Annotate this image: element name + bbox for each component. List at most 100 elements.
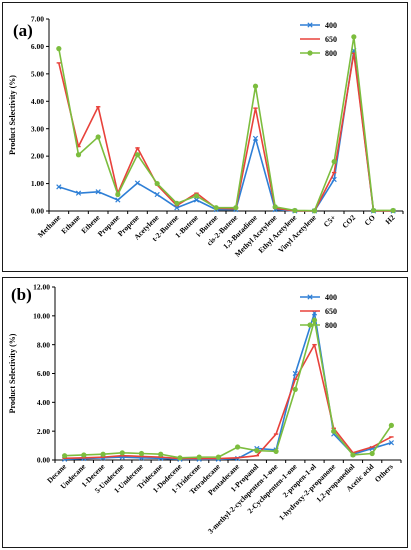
chart-b-series-800-point	[254, 448, 260, 454]
chart-panel-b: (b) Product Selectivity (%) 0.00 2.00 4.00 6.…	[2, 277, 408, 548]
chart-a-series-400-point	[75, 190, 82, 196]
chart-b-series-800-point	[100, 451, 106, 457]
chart-b-ytick-label: 6.00	[37, 369, 50, 378]
chart-a-series-400-point	[134, 180, 141, 186]
chart-a-series-800-point	[252, 83, 259, 89]
chart-a-category-label: C5+	[322, 213, 338, 229]
chart-b-series-800-point	[158, 451, 164, 457]
chart-a-category-label: CO2	[340, 213, 357, 230]
chart-a-series-400-point	[115, 197, 121, 203]
chart-panel-a: (a) Product Selectivity (%) 0.00 1.00 2.00 3.…	[2, 2, 408, 272]
chart-b-ytick-label: 10.00	[33, 311, 50, 320]
chart-b-legend-marker	[307, 294, 313, 300]
chart-a-series-400-point	[154, 191, 160, 198]
chart-b-legend-marker	[307, 322, 313, 328]
marker-stroke	[95, 189, 101, 195]
chart-b-series-800-point	[350, 452, 356, 458]
chart-b-y-axis-title: Product Selectivity (%)	[8, 333, 17, 413]
marker-stroke	[134, 180, 141, 186]
chart-a-legend-label-400: 400	[325, 21, 337, 30]
chart-a-svg: (a) Product Selectivity (%) 0.00 1.00 2.00 3.…	[8, 15, 404, 259]
chart-b-series-800-point	[81, 452, 87, 458]
chart-b-series-800-point	[196, 454, 202, 460]
chart-a-series-400-point	[56, 184, 62, 190]
chart-b-legend-label-400: 400	[325, 293, 337, 302]
chart-a-series-400-point	[331, 176, 337, 183]
chart-b-series-400-point	[388, 440, 395, 446]
chart-a-series-800-point	[75, 152, 82, 158]
marker-stroke	[331, 176, 337, 183]
chart-a-legend-label-650: 650	[325, 35, 337, 44]
chart-b-legend-label-650: 650	[325, 307, 337, 316]
marker-stroke	[154, 191, 160, 198]
chart-b-series-650-line	[64, 343, 392, 460]
chart-a-ytick-label: 4.00	[31, 97, 44, 106]
chart-a-series-400-point	[252, 135, 259, 141]
marker-stroke	[75, 190, 82, 196]
chart-a-ytick-label: 6.00	[31, 42, 44, 51]
chart-a-series-800-point	[213, 205, 219, 211]
chart-a-series-800-point	[331, 159, 337, 165]
chart-a-series-800-point	[351, 34, 357, 40]
chart-b-series-800-point	[292, 386, 298, 392]
marker-stroke	[292, 370, 298, 377]
chart-b-series-800-point	[62, 453, 68, 459]
chart-a-series-400-point	[193, 197, 200, 203]
chart-a-ytick-label: 3.00	[31, 124, 44, 133]
chart-a-ytick-label: 0.00	[31, 207, 44, 216]
chart-b-series-800-point	[235, 444, 241, 450]
chart-a-series-800-point	[95, 134, 101, 140]
chart-b-legend-label-800: 800	[325, 321, 337, 330]
chart-b-panel-label: (b)	[11, 285, 32, 304]
chart-b-series-800-point	[273, 448, 279, 454]
chart-a-panel-label: (a)	[13, 21, 33, 40]
chart-b-series-800-line	[64, 319, 393, 459]
marker-stroke	[56, 184, 62, 190]
chart-b-series-800-point	[215, 454, 221, 460]
chart-a-series-800-point	[193, 193, 200, 199]
chart-b-ytick-label: 8.00	[37, 340, 50, 349]
marker-stroke	[174, 205, 180, 211]
chart-a-series-800-point	[370, 207, 377, 214]
chart-a-series-800-point	[174, 200, 180, 206]
chart-a-series-400-line	[58, 49, 394, 212]
chart-a-ytick-label: 7.00	[31, 15, 44, 24]
chart-b-series-800-point	[138, 450, 145, 457]
chart-b-series-800-point	[177, 455, 183, 461]
chart-a-category-label: H2	[383, 213, 396, 226]
marker-stroke	[388, 440, 395, 446]
chart-b-ytick-label: 4.00	[37, 398, 50, 407]
chart-a-series-800-point	[292, 207, 298, 214]
chart-a-category-label: CO	[363, 213, 377, 227]
chart-b-category-label: Others	[373, 462, 395, 484]
chart-a-legend-label-800: 800	[325, 49, 337, 58]
chart-a-legend-marker	[307, 22, 313, 28]
chart-b-series-800-point	[388, 422, 394, 428]
chart-a-series-800-point	[390, 207, 396, 214]
chart-b-ytick-label: 0.00	[37, 456, 50, 465]
chart-a-series-800-point	[134, 152, 141, 158]
marker-stroke	[115, 197, 121, 203]
chart-a-category-label: Methane	[36, 213, 63, 240]
chart-b-series-800-point	[369, 450, 375, 457]
chart-b-series-400-point	[292, 370, 298, 377]
chart-a-legend-marker	[307, 50, 313, 56]
chart-a-series-800-point	[115, 191, 121, 198]
chart-a-ytick-label: 5.00	[31, 69, 44, 78]
chart-b-series-800-point	[331, 428, 337, 434]
marker-stroke	[193, 197, 200, 203]
chart-a-ytick-label: 1.00	[31, 179, 44, 188]
chart-b-series-800-point	[119, 450, 125, 456]
chart-b-ytick-label: 2.00	[37, 427, 50, 436]
chart-a-series-800-point	[272, 204, 278, 210]
chart-a-category-label: Ethane	[59, 213, 82, 236]
chart-a-series-650-line	[58, 52, 394, 212]
chart-a-series-800-point	[233, 205, 239, 211]
chart-b-ytick-label: 12.00	[33, 283, 50, 292]
chart-a-series-800-line	[58, 36, 394, 212]
chart-a-y-axis-title: Product Selectivity (%)	[8, 75, 17, 155]
chart-b-series-800-point	[311, 317, 318, 323]
chart-a-ytick-label: 2.00	[31, 152, 44, 161]
chart-a-series-400-point	[95, 189, 101, 195]
marker-stroke	[252, 135, 259, 141]
